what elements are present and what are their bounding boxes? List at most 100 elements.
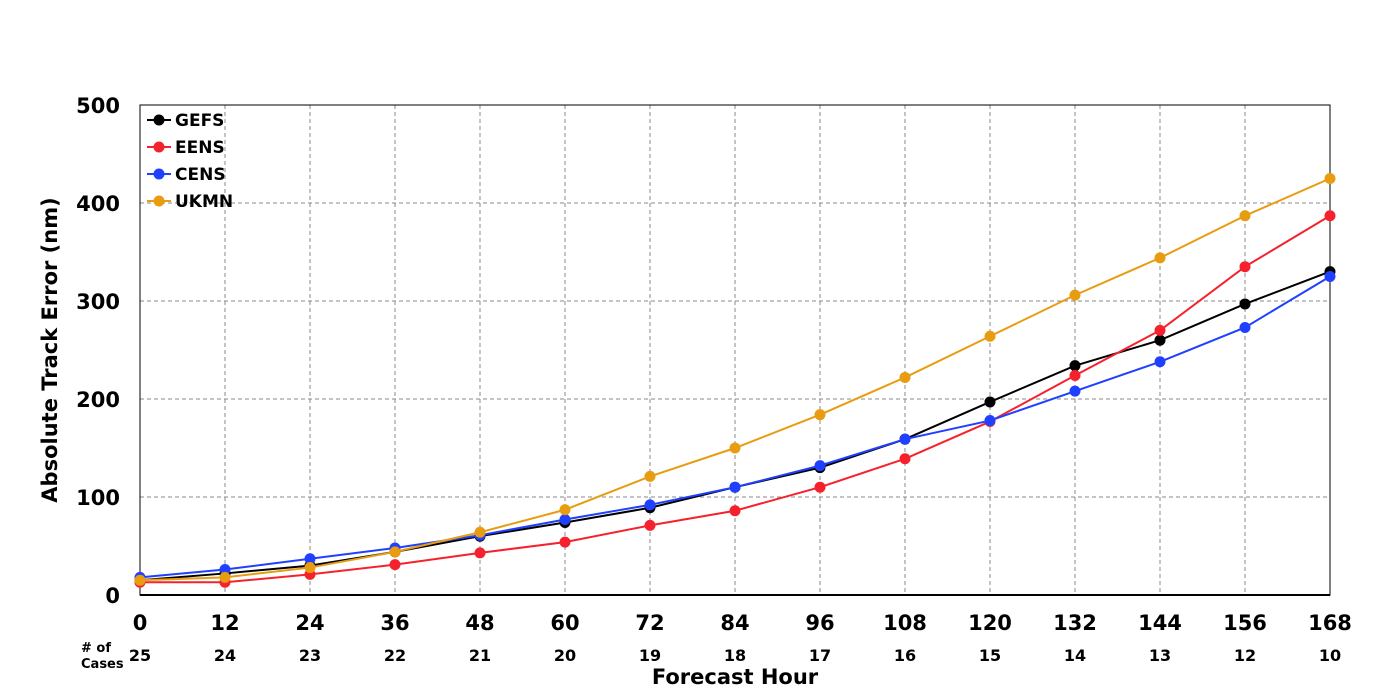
data-point	[1069, 360, 1081, 372]
y-tick-label: 200	[76, 388, 120, 412]
legend-marker	[153, 141, 165, 153]
data-point	[389, 546, 401, 558]
legend-label: GEFS	[175, 111, 224, 131]
x-tick-label: 96	[805, 611, 834, 635]
data-point	[1069, 289, 1081, 301]
case-count-label: 14	[1064, 646, 1086, 665]
data-point	[644, 519, 656, 531]
data-point	[389, 559, 401, 571]
data-point	[474, 526, 486, 538]
case-count-label: 18	[724, 646, 746, 665]
cases-title-line2: Cases	[81, 657, 124, 672]
series-gefs	[134, 266, 1336, 586]
legend-label: EENS	[175, 138, 225, 158]
data-point	[984, 330, 996, 342]
series-cens	[134, 271, 1336, 583]
data-point	[729, 505, 741, 517]
data-point	[559, 536, 571, 548]
data-point	[1239, 210, 1251, 222]
data-point	[814, 481, 826, 493]
x-tick-label: 84	[720, 611, 749, 635]
x-tick-label: 60	[550, 611, 579, 635]
series-layer	[134, 173, 1336, 588]
data-point	[644, 470, 656, 482]
case-count-label: 20	[554, 646, 576, 665]
legend-item-ukmn: UKMN	[147, 192, 233, 212]
grid-lines	[140, 105, 1330, 595]
case-count-label: 22	[384, 646, 406, 665]
x-tick-label: 108	[883, 611, 927, 635]
x-tick-label: 36	[380, 611, 409, 635]
x-tick-label: 0	[133, 611, 148, 635]
data-point	[134, 574, 146, 586]
legend: GEFS EENS CENS UKMN	[147, 111, 233, 212]
data-point	[1239, 298, 1251, 310]
data-point	[814, 460, 826, 472]
x-tick-label: 144	[1138, 611, 1182, 635]
data-point	[1154, 334, 1166, 346]
data-point	[1069, 369, 1081, 381]
case-count-label: 13	[1149, 646, 1171, 665]
legend-item-cens: CENS	[147, 165, 226, 185]
data-point	[729, 481, 741, 493]
data-point	[1154, 324, 1166, 336]
x-tick-label: 72	[635, 611, 664, 635]
data-point	[729, 442, 741, 454]
x-tick-label: 12	[210, 611, 239, 635]
case-count-label: 25	[129, 646, 151, 665]
x-tick-label: 48	[465, 611, 494, 635]
data-point	[559, 504, 571, 516]
case-count-label: 19	[639, 646, 661, 665]
data-point	[899, 371, 911, 383]
data-point	[219, 571, 231, 583]
case-count-label: 12	[1234, 646, 1256, 665]
case-count-label: 10	[1319, 646, 1341, 665]
y-tick-label: 400	[76, 192, 120, 216]
case-count-labels: 25 24 23 22 21 20 19 18 17 16 15 14 13 12 10	[129, 646, 1341, 665]
x-tick-label: 132	[1053, 611, 1097, 635]
x-tick-label: 156	[1223, 611, 1267, 635]
case-count-label: 15	[979, 646, 1001, 665]
x-tick-label: 24	[295, 611, 324, 635]
case-count-label: 23	[299, 646, 321, 665]
data-point	[984, 415, 996, 427]
y-tick-label: 0	[105, 584, 120, 608]
data-point	[1324, 173, 1336, 184]
x-tick-label: 120	[968, 611, 1012, 635]
y-tick-label: 500	[76, 94, 120, 118]
case-count-label: 24	[214, 646, 236, 665]
cases-title-line1: # of	[81, 641, 111, 656]
data-point	[219, 564, 231, 576]
legend-item-gefs: GEFS	[147, 111, 224, 131]
series-ukmn	[134, 173, 1336, 586]
case-count-label: 16	[894, 646, 916, 665]
case-count-label: 21	[469, 646, 491, 665]
x-tick-label: 168	[1308, 611, 1352, 635]
legend-marker	[153, 195, 165, 207]
case-count-label: 17	[809, 646, 831, 665]
data-point	[304, 553, 316, 565]
data-point	[1239, 321, 1251, 333]
data-point	[1239, 261, 1251, 273]
data-point	[304, 562, 316, 574]
legend-marker	[153, 114, 165, 126]
data-point	[899, 453, 911, 465]
data-point	[1069, 385, 1081, 397]
y-tick-label: 300	[76, 290, 120, 314]
data-point	[474, 547, 486, 559]
legend-label: UKMN	[175, 192, 233, 212]
data-point	[1154, 356, 1166, 368]
x-tick-labels: 0 12 24 36 48 60 72 84 96 108 120 132 144 156 168	[133, 611, 1352, 635]
legend-item-eens: EENS	[147, 138, 225, 158]
data-point	[899, 433, 911, 445]
y-tick-labels: 0 100 200 300 400 500	[76, 94, 120, 608]
data-point	[1324, 271, 1336, 282]
y-tick-label: 100	[76, 486, 120, 510]
data-point	[559, 514, 571, 526]
legend-label: CENS	[175, 165, 226, 185]
data-point	[984, 396, 996, 408]
data-point	[644, 499, 656, 511]
y-axis-title: Absolute Track Error (nm)	[38, 197, 62, 502]
data-point	[1154, 252, 1166, 264]
x-axis-title: Forecast Hour	[652, 665, 819, 689]
